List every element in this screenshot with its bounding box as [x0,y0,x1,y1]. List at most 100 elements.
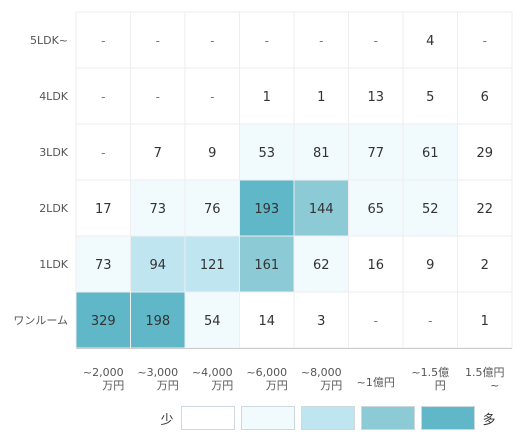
cell-value-label: 94 [149,258,166,273]
row-tick-label: ワンルーム [13,314,68,327]
cell-value-label: 53 [258,146,275,161]
row-tick-label: 5LDK~ [30,34,68,47]
cell-value-label: 1 [481,314,489,329]
cell-value-label: - [319,34,323,48]
cell-value-label: - [428,314,432,328]
column-tick-label: 万円 [211,379,233,392]
heatmap-cell [402,235,458,293]
cell-value-label: 193 [254,202,279,217]
column-tick-label: ~ [490,379,499,392]
heatmap-cell [293,235,349,293]
cell-value-label: 17 [95,202,112,217]
cell-value-label: 81 [313,146,330,161]
cell-value-label: 13 [367,90,384,105]
cell-value-label: - [483,34,487,48]
row-tick-label: 1LDK [39,258,69,271]
legend-high-label: 多 [482,412,496,428]
heatmap-cell [348,67,404,125]
cell-value-label: 4 [426,34,434,49]
cell-value-label: 1 [317,90,325,105]
column-tick-label: 万円 [266,379,288,392]
cell-value-label: - [101,146,105,160]
cell-value-label: 2 [481,258,489,273]
heatmap-cell [293,179,349,237]
cell-value-label: - [265,34,269,48]
heatmap-cell [75,179,131,237]
cell-value-label: 52 [422,202,439,217]
cell-value-label: - [101,34,105,48]
cell-value-label: - [374,314,378,328]
heatmap-cell [184,11,240,69]
cell-value-label: 6 [481,90,489,105]
cell-value-label: 76 [204,202,221,217]
heatmap-cell [130,291,186,349]
column-tick-label: 万円 [320,379,342,392]
cell-value-label: - [210,90,214,104]
row-tick-label: 4LDK [39,90,69,103]
heatmap-cell [293,291,349,349]
cell-value-label: 73 [149,202,166,217]
heatmap-cell [348,123,404,181]
cell-value-label: 73 [95,258,112,273]
heatmap-cell [184,123,240,181]
heatmap-cell [348,11,404,69]
column-tick-label: 1.5億円 [465,366,505,379]
heatmap-cell [239,235,295,293]
cell-value-label: 3 [317,314,325,329]
heatmap-cell [130,11,186,69]
column-tick-label: ~3,000 [137,366,178,379]
column-tick-label: 万円 [102,379,124,392]
column-tick-label: ~1億円 [357,376,395,389]
cell-value-label: 121 [200,258,225,273]
cell-value-label: 1 [263,90,271,105]
column-tick-label: ~2,000 [83,366,124,379]
heatmap-cell [457,123,513,181]
legend-swatch-5 [421,406,475,430]
cell-value-label: 144 [309,202,334,217]
cell-value-label: - [210,34,214,48]
cell-value-label: 198 [145,314,170,329]
legend-swatch-2 [241,406,295,430]
heatmap-cell [293,123,349,181]
cell-value-label: 329 [91,314,116,329]
heatmap-cell [402,291,458,349]
cell-value-label: - [374,34,378,48]
legend-swatch-3 [301,406,355,430]
column-tick-label: 万円 [157,379,179,392]
cell-value-label: 14 [258,314,275,329]
heatmap-cell [239,123,295,181]
heatmap-cell [457,235,513,293]
legend-low-label: 少 [160,412,174,428]
cell-value-label: 7 [154,146,162,161]
heatmap-cell [457,11,513,69]
cell-value-label: 62 [313,258,330,273]
heatmap-cell [239,179,295,237]
cell-value-label: 61 [422,146,439,161]
heatmap-cell [184,179,240,237]
heatmap-cell [239,67,295,125]
heatmap-cell [184,291,240,349]
column-tick-label: 円 [435,379,446,392]
heatmap-cell [457,67,513,125]
heatmap-cell [75,123,131,181]
heatmap-cell [348,291,404,349]
cell-value-label: 54 [204,314,221,329]
column-tick-label: ~1.5億 [411,366,449,379]
cell-value-label: 161 [254,258,279,273]
heatmap-cell [457,291,513,349]
cell-value-label: 5 [426,90,434,105]
legend-swatch-4 [361,406,415,430]
cell-value-label: - [101,90,105,104]
color-legend: 少 多 [153,403,503,433]
cell-value-label: 9 [208,146,216,161]
cell-value-label: 9 [426,258,434,273]
heatmap-cell [402,179,458,237]
cell-value-label: 29 [476,146,493,161]
heatmap-cell [130,67,186,125]
cell-value-label: 77 [367,146,384,161]
column-tick-label: ~8,000 [301,366,342,379]
cell-value-label: - [156,90,160,104]
heatmap-cell [75,11,131,69]
cell-value-label: 16 [367,258,384,273]
column-tick-label: ~4,000 [192,366,233,379]
